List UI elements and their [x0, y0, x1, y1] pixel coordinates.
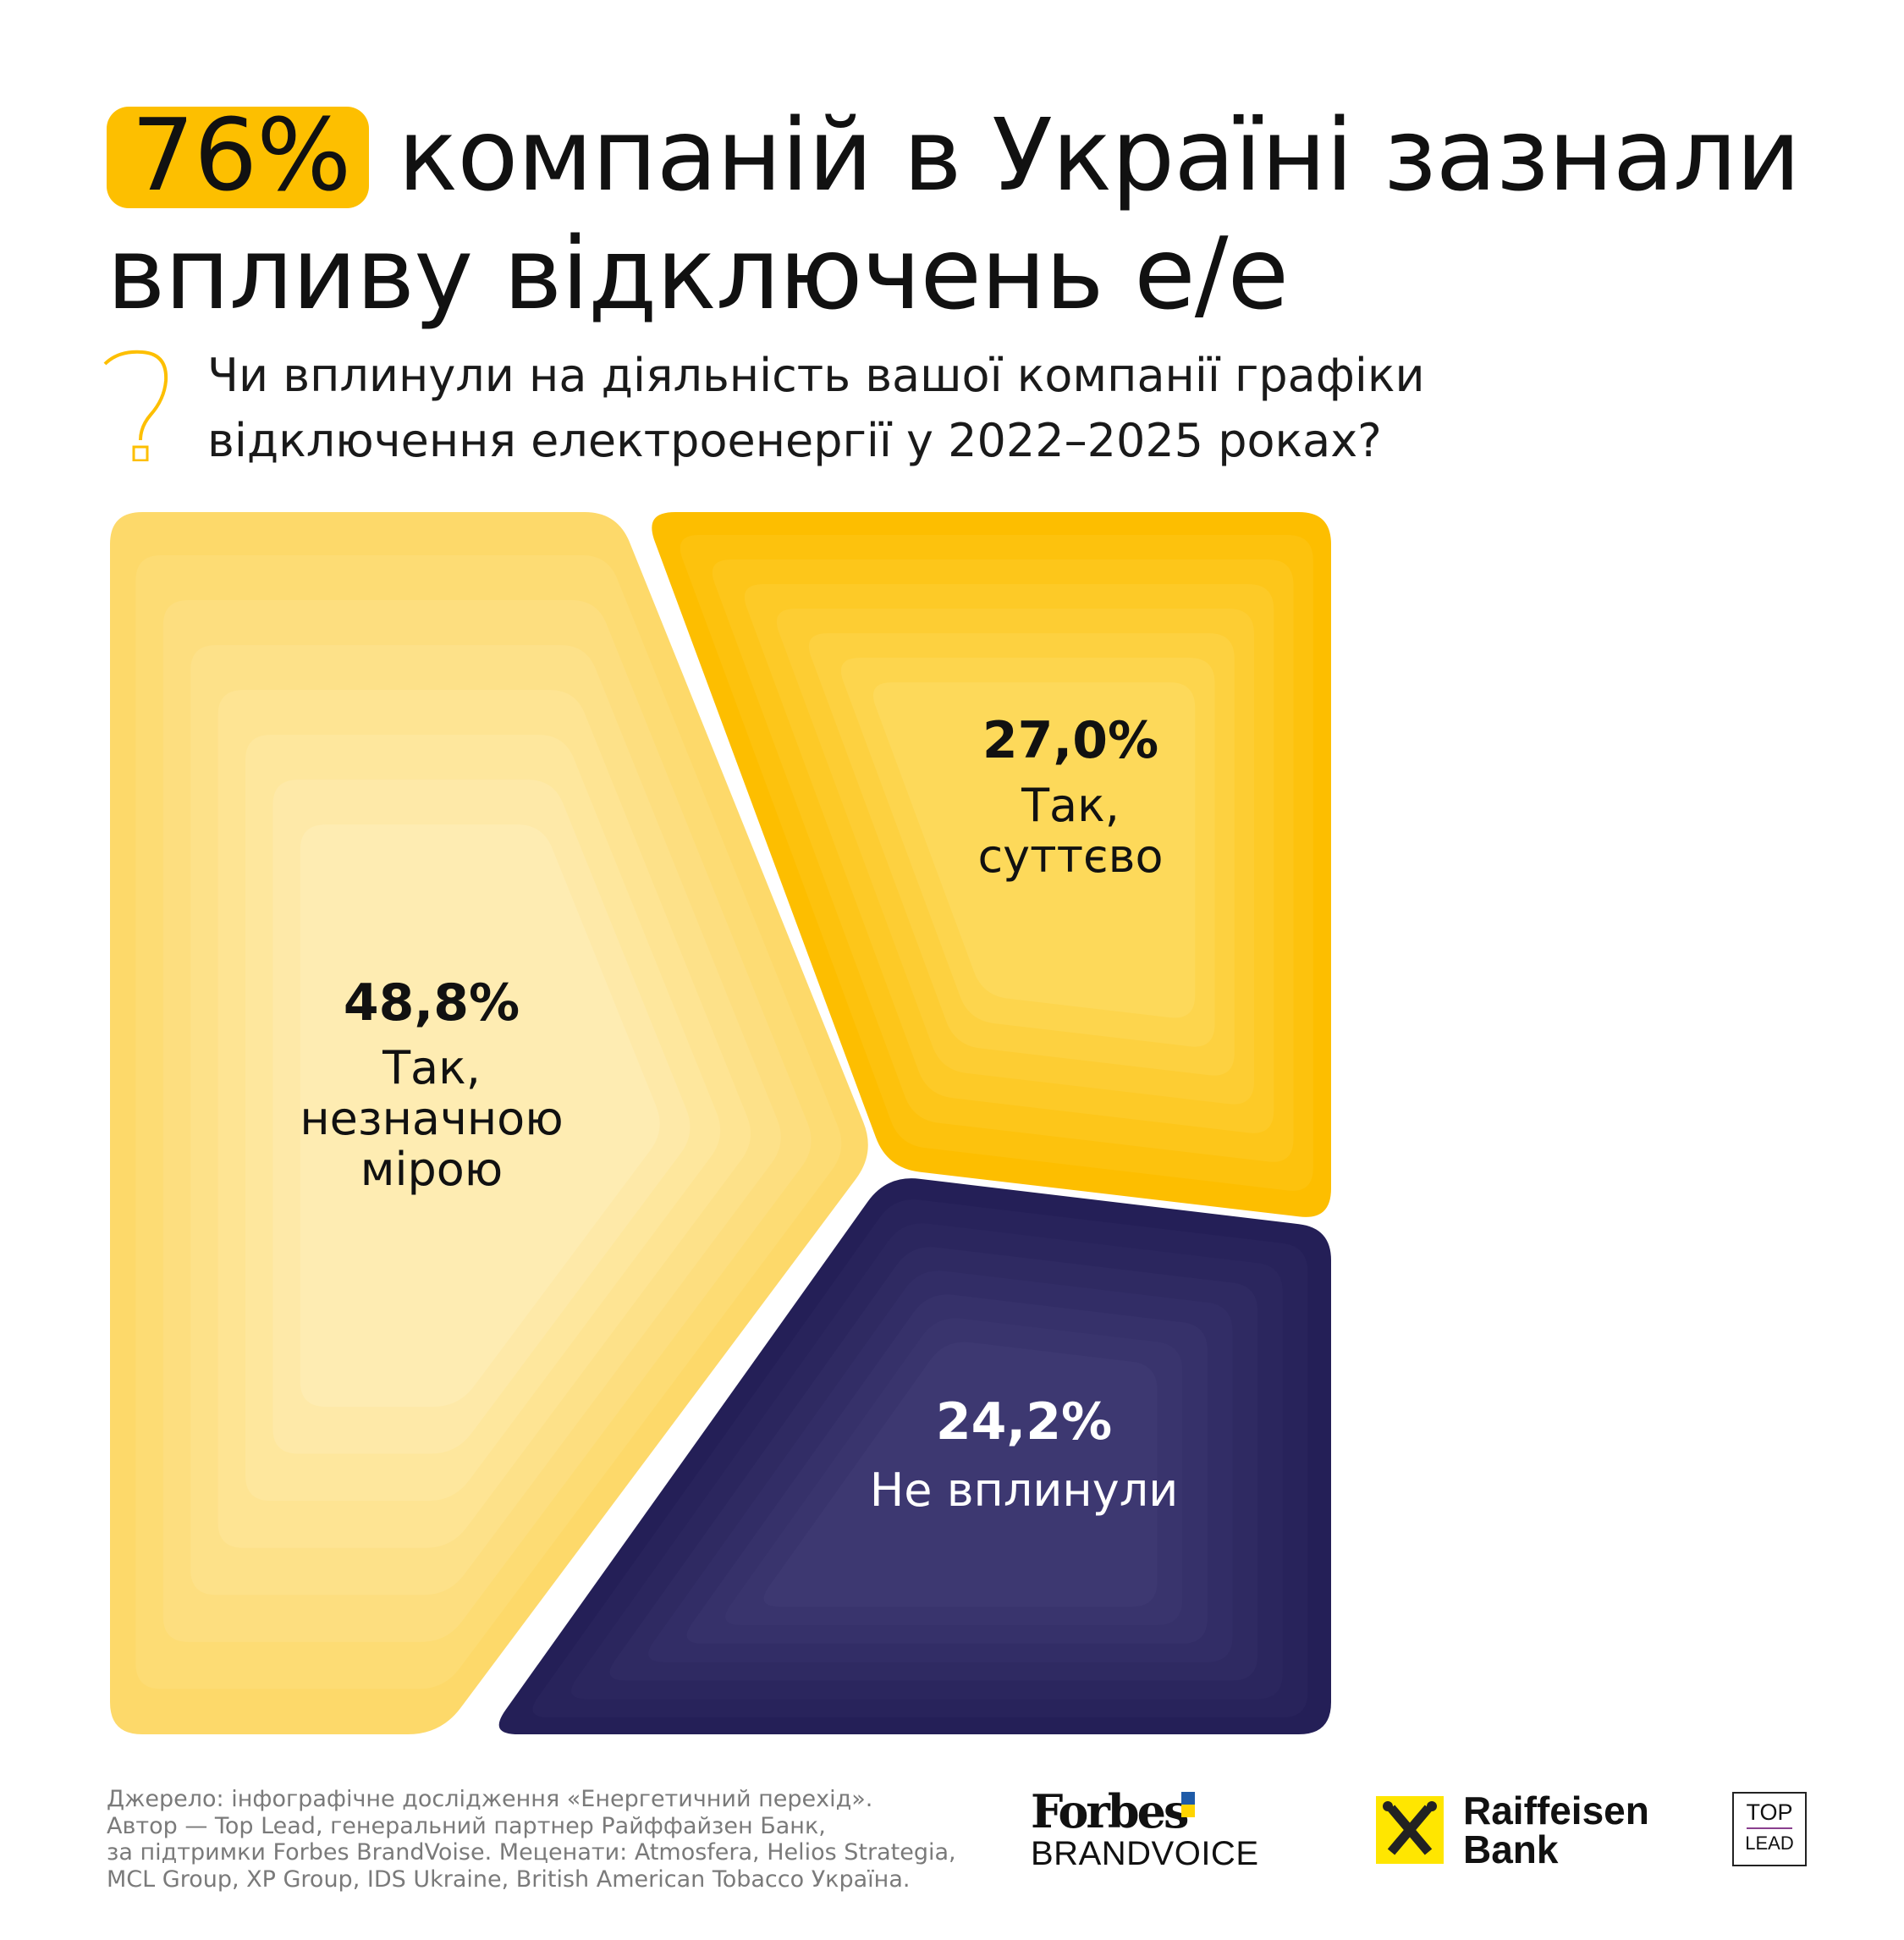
source-line: MCL Group, XP Group, IDS Ukraine, Britis… [107, 1866, 911, 1893]
highlight-badge [107, 107, 369, 208]
source-line: Джерело: інфографічне дослідження «Енерг… [107, 1786, 873, 1812]
slice-none-shade-layer [763, 1342, 1158, 1607]
brandvoice-wordmark: BRANDVOICE [1031, 1835, 1259, 1872]
slice-category: суттєво [977, 829, 1164, 883]
question-line-2: відключення електроенергії у 2022–2025 р… [207, 414, 1382, 467]
slice-value: 27,0% [982, 711, 1159, 770]
slice-label-none: 24,2% Не вплинули [870, 1392, 1179, 1516]
top-word: TOP [1746, 1799, 1793, 1825]
slice-significant-shade-layer [872, 682, 1196, 1018]
slice-label-significant: 27,0% Так, суттєво [977, 711, 1163, 882]
top-lead-logo: TOP LEAD [1732, 1792, 1807, 1866]
question-mark-icon [103, 350, 168, 461]
raiffeisen-logo: Raiffeisen Bank [1463, 1791, 1649, 1869]
raiffeisen-word: Raiffeisen [1463, 1788, 1649, 1833]
source-note: Джерело: інфографічне дослідження «Енерг… [107, 1786, 956, 1893]
source-line: Автор — Top Lead, генеральний партнер Ра… [107, 1812, 826, 1839]
raiffeisen-gable-cross-icon [1376, 1796, 1444, 1864]
slice-value: 48,8% [343, 973, 520, 1033]
slice-category: мірою [360, 1143, 504, 1196]
slice-category: Так, [382, 1041, 481, 1094]
lead-word: LEAD [1745, 1833, 1794, 1854]
slice-category: незначною [300, 1092, 564, 1145]
logo-divider [1747, 1827, 1792, 1829]
title-line-1: компаній в Україні зазнали [398, 96, 1801, 213]
bank-word: Bank [1463, 1827, 1559, 1871]
slice-minor-shade-layer [300, 824, 660, 1407]
forbes-brandvoice-logo: Forbes BRANDVOICE [1031, 1788, 1310, 1872]
title-line-2: впливу відключень е/е [107, 215, 1289, 332]
slice-label-minor: 48,8% Так, незначною мірою [300, 973, 563, 1195]
slice-category: Так, [1021, 779, 1120, 832]
title-highlight: 76% [131, 96, 351, 213]
ukraine-flag-icon [1181, 1792, 1195, 1817]
question-text: Чи вплинули на діяльність вашої компанії… [207, 343, 1425, 473]
slice-category: Не вплинули [869, 1463, 1179, 1517]
source-line: за підтримки Forbes BrandVoise. Меценати… [107, 1839, 956, 1866]
question-line-1: Чи вплинули на діяльність вашої компанії… [207, 349, 1425, 402]
forbes-wordmark: Forbes [1031, 1784, 1189, 1838]
slice-value: 24,2% [935, 1392, 1113, 1452]
